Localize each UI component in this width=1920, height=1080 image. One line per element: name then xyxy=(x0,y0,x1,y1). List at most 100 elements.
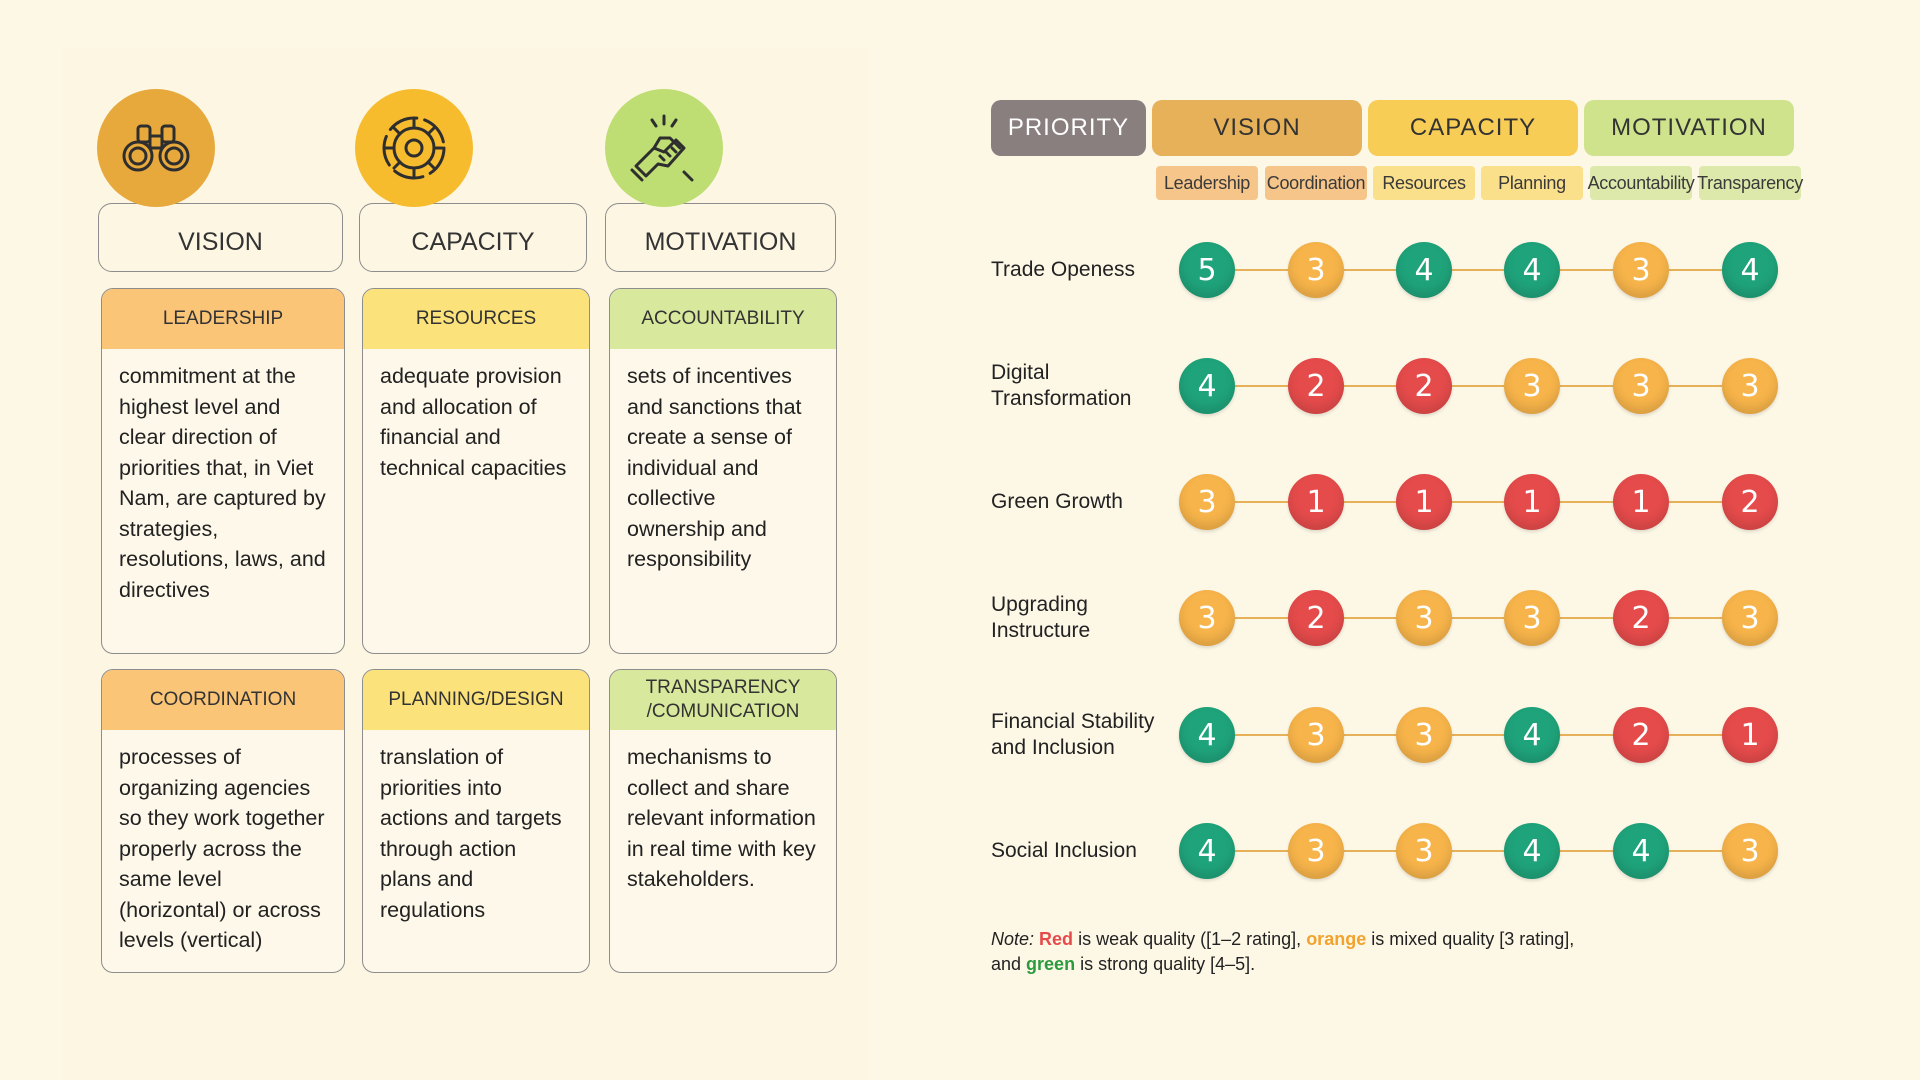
note-part1: is weak quality ([1–2 rating], xyxy=(1073,929,1307,949)
matrix-subheader-resources: Resources xyxy=(1373,166,1475,200)
rating-dot: 3 xyxy=(1722,358,1778,414)
rating-dot: 2 xyxy=(1396,358,1452,414)
rating-connector xyxy=(1235,269,1288,271)
rating-dot: 3 xyxy=(1722,823,1778,879)
rating-dot: 3 xyxy=(1288,242,1344,298)
rating-dot: 4 xyxy=(1179,358,1235,414)
note-red-word: Red xyxy=(1039,929,1074,949)
rating-connector xyxy=(1235,501,1288,503)
rating-dot: 3 xyxy=(1396,823,1452,879)
rating-dot: 3 xyxy=(1613,242,1669,298)
gear-target-icon xyxy=(355,89,473,207)
rating-connector xyxy=(1344,850,1396,852)
card-resources: RESOURCES adequate provision and allocati… xyxy=(362,288,590,654)
rating-connector xyxy=(1560,385,1613,387)
card-description: adequate provision and allocation of fin… xyxy=(380,364,567,480)
rating-connector xyxy=(1669,269,1722,271)
legend-note: Note: Red is weak quality ([1–2 rating],… xyxy=(991,927,1631,977)
rating-connector xyxy=(1235,850,1288,852)
rating-dot: 1 xyxy=(1722,707,1778,763)
matrix-header-priority: PRIORITY xyxy=(991,100,1146,156)
rating-connector xyxy=(1560,269,1613,271)
matrix-header-motivation: MOTIVATION xyxy=(1584,100,1794,156)
pillar-label: VISION xyxy=(178,228,263,256)
rating-connector xyxy=(1344,617,1396,619)
pillar-label: CAPACITY xyxy=(411,228,535,256)
rating-dot: 4 xyxy=(1613,823,1669,879)
rating-dot: 3 xyxy=(1396,707,1452,763)
rating-dot: 2 xyxy=(1613,590,1669,646)
note-part2: is mixed quality [3 rating], xyxy=(1366,929,1575,949)
card-description: sets of incentives and sanctions that cr… xyxy=(627,364,802,571)
card-description: processes of organizing agencies so they… xyxy=(119,745,325,952)
rating-connector xyxy=(1344,385,1396,387)
rating-dot: 3 xyxy=(1504,358,1560,414)
rating-dot: 4 xyxy=(1396,242,1452,298)
rating-connector xyxy=(1669,617,1722,619)
rating-dot: 4 xyxy=(1722,242,1778,298)
rating-dot: 4 xyxy=(1504,242,1560,298)
pillar-box-motivation: MOTIVATION xyxy=(605,203,836,272)
rating-dot: 3 xyxy=(1179,474,1235,530)
rating-dot: 3 xyxy=(1288,823,1344,879)
card-title: ACCOUNTABILITY xyxy=(610,289,836,349)
matrix-subheader-accountability: Accountability xyxy=(1588,166,1695,200)
matrix-subheader-coordination: Coordination xyxy=(1265,166,1367,200)
rating-connector xyxy=(1669,850,1722,852)
rating-connector xyxy=(1452,734,1504,736)
rating-connector xyxy=(1560,617,1613,619)
rating-dot: 2 xyxy=(1722,474,1778,530)
rating-connector xyxy=(1452,501,1504,503)
rating-dot: 1 xyxy=(1504,474,1560,530)
rating-dot: 4 xyxy=(1504,707,1560,763)
matrix-subheader-leadership: Leadership xyxy=(1156,166,1258,200)
card-description: mechanisms to collect and share relevant… xyxy=(627,745,816,891)
rating-connector xyxy=(1235,617,1288,619)
rating-dot: 2 xyxy=(1288,590,1344,646)
rating-connector xyxy=(1452,617,1504,619)
rating-dot: 4 xyxy=(1504,823,1560,879)
matrix-header-vision: VISION xyxy=(1152,100,1362,156)
pillar-label: MOTIVATION xyxy=(644,228,797,256)
rating-connector xyxy=(1235,734,1288,736)
rating-connector xyxy=(1669,385,1722,387)
rating-connector xyxy=(1669,501,1722,503)
rating-connector xyxy=(1452,385,1504,387)
note-prefix: Note: xyxy=(991,929,1035,949)
rating-connector xyxy=(1560,501,1613,503)
rating-connector xyxy=(1452,850,1504,852)
note-part3: and xyxy=(991,954,1027,974)
binoculars-icon xyxy=(97,89,215,207)
row-label: Green Growth xyxy=(991,490,1123,513)
rating-dot: 3 xyxy=(1504,590,1560,646)
card-title: RESOURCES xyxy=(363,289,589,349)
card-transparency-comunication: TRANSPARENCY /COMUNICATION mechanisms to … xyxy=(609,669,837,973)
rating-dot: 2 xyxy=(1613,707,1669,763)
handshake-icon xyxy=(605,89,723,207)
matrix-subheader-transparency: Transparency xyxy=(1697,166,1803,200)
card-title: PLANNING/DESIGN xyxy=(363,670,589,730)
matrix-subheader-planning: Planning xyxy=(1481,166,1583,200)
rating-dot: 3 xyxy=(1722,590,1778,646)
rating-dot: 4 xyxy=(1179,823,1235,879)
card-description: commitment at the highest level and clea… xyxy=(119,364,326,602)
card-title: TRANSPARENCY /COMUNICATION xyxy=(610,670,836,730)
note-orange-word: orange xyxy=(1306,929,1367,949)
rating-dot: 4 xyxy=(1179,707,1235,763)
rating-dot: 3 xyxy=(1396,590,1452,646)
rating-dot: 1 xyxy=(1613,474,1669,530)
rating-connector xyxy=(1560,850,1613,852)
rating-connector xyxy=(1452,269,1504,271)
card-title: LEADERSHIP xyxy=(102,289,344,349)
rating-dot: 3 xyxy=(1613,358,1669,414)
rating-connector xyxy=(1560,734,1613,736)
rating-dot: 3 xyxy=(1288,707,1344,763)
rating-dot: 5 xyxy=(1179,242,1235,298)
card-planning-design: PLANNING/DESIGN translation of priorities… xyxy=(362,669,590,973)
rating-dot: 2 xyxy=(1288,358,1344,414)
card-leadership: LEADERSHIP commitment at the highest leve… xyxy=(101,288,345,654)
pillar-box-capacity: CAPACITY xyxy=(359,203,587,272)
note-green-word: green xyxy=(1026,954,1076,974)
rating-connector xyxy=(1344,269,1396,271)
rating-connector xyxy=(1344,734,1396,736)
